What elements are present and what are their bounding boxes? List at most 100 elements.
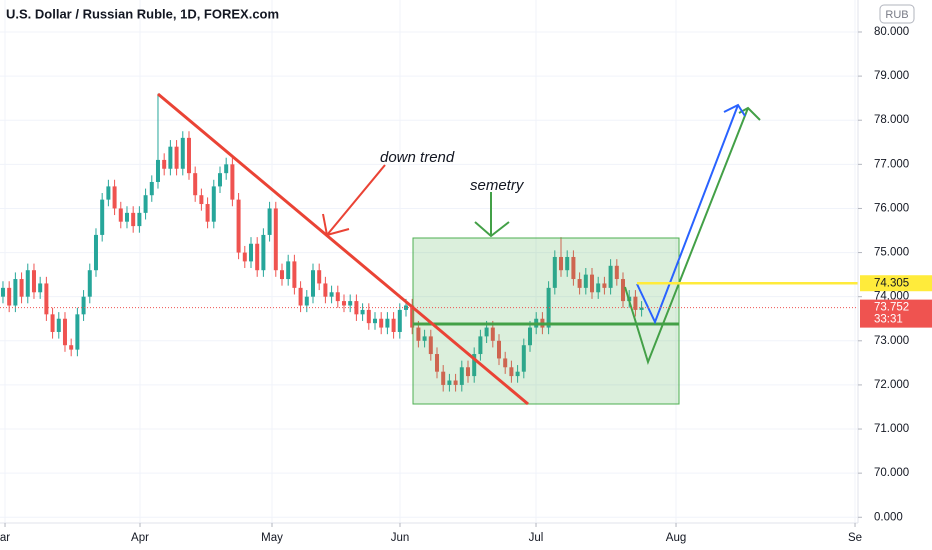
candle-body (360, 309, 365, 315)
candle-body (466, 367, 470, 377)
candle-body (323, 283, 328, 297)
projection-blue-head (723, 103, 746, 117)
candle-body (44, 283, 49, 315)
candle-body (31, 270, 36, 293)
x-tick-label: Jul (529, 532, 544, 544)
symmetry-box (412, 237, 680, 405)
trend-line (157, 92, 529, 406)
candle-body (577, 279, 582, 288)
projection-blue (636, 104, 739, 325)
candle-body (279, 270, 284, 280)
candle-body (521, 345, 526, 372)
candle-body (441, 371, 446, 385)
candle-body (571, 256, 576, 280)
candle-body (565, 256, 570, 271)
candle-body (422, 336, 427, 341)
candle-body (217, 173, 222, 187)
candle-body (75, 314, 80, 350)
candle-body (304, 296, 309, 306)
candle-body (93, 234, 98, 271)
trend-arrow-head (322, 213, 350, 237)
currency: RUB (885, 9, 908, 21)
candle-body (372, 318, 377, 324)
candle-body (267, 208, 272, 235)
candle-body (248, 243, 253, 262)
candle-body (583, 274, 588, 288)
candle-body (211, 186, 216, 222)
candle-body (478, 336, 483, 355)
y-tick-label: 74.000 (874, 291, 909, 303)
candle-body (447, 380, 452, 385)
candle-body (590, 274, 595, 293)
candle-body (7, 287, 12, 306)
x-tick-label: ar (0, 532, 10, 544)
candle-body (317, 270, 322, 284)
y-tick-label: 71.000 (874, 423, 909, 435)
candle-body (199, 195, 204, 205)
projection-green (624, 107, 749, 366)
candle-body (633, 296, 638, 310)
candle-body (490, 327, 495, 341)
candle-body (614, 265, 619, 280)
y-tick-label: 77.000 (874, 158, 909, 170)
candle-body (186, 137, 191, 174)
level-label-box (860, 275, 932, 292)
candle-body (69, 345, 74, 350)
candle-body (81, 296, 86, 315)
candle-body (310, 270, 315, 297)
axes: 80.000 79.000 78.000 77.000 76.000 75.000 74.0… (0, 26, 909, 544)
y-tick-label: 73.000 (874, 335, 909, 347)
candle-body (434, 354, 439, 372)
candle-body (335, 292, 340, 302)
x-tick-label: May (261, 532, 283, 544)
y-tick-label: 78.000 (874, 114, 909, 126)
candle-body (497, 340, 502, 359)
candle-body (236, 199, 241, 253)
candle-body (509, 367, 514, 377)
y-tick-label: 0.000 (874, 511, 903, 523)
candle-body (137, 212, 142, 227)
candle-body (286, 261, 291, 280)
candle-body (143, 195, 148, 213)
candle-body (453, 380, 458, 385)
grid (0, 0, 858, 523)
candle-body (397, 309, 402, 332)
candle-body (484, 327, 489, 337)
y-tick-label: 80.000 (874, 26, 909, 38)
candle-body (503, 358, 508, 368)
candle-body (528, 327, 533, 346)
candle-body (255, 243, 260, 271)
candle-body (162, 159, 167, 169)
candle-body (292, 261, 297, 288)
y-tick-label: 70.000 (874, 467, 909, 479)
candle-body (273, 208, 278, 271)
candle-body (242, 252, 247, 262)
candle-body (50, 314, 55, 332)
y-tick-label: 75.000 (874, 247, 909, 259)
candle-body (149, 181, 154, 196)
candle-body (298, 287, 303, 306)
candle-body (124, 212, 129, 222)
annotation: down trend (380, 149, 455, 166)
candle-body (608, 265, 613, 288)
candle-body (602, 283, 607, 288)
candle-body (56, 318, 61, 332)
candle-body (428, 336, 433, 355)
last-price-box (860, 299, 932, 328)
candle-body (155, 159, 160, 182)
level-label: 74.305 (874, 277, 909, 289)
candle-body (366, 309, 371, 324)
candle-body (329, 292, 334, 297)
candle-body (13, 279, 18, 306)
candle-body (639, 307, 644, 310)
y-tick-label: 76.000 (874, 202, 909, 214)
candle-body (385, 318, 390, 328)
candle-body (0, 287, 5, 297)
candle-body (180, 137, 185, 169)
candle-body (193, 173, 198, 196)
candle-body (261, 234, 266, 271)
candle-body (168, 146, 173, 169)
